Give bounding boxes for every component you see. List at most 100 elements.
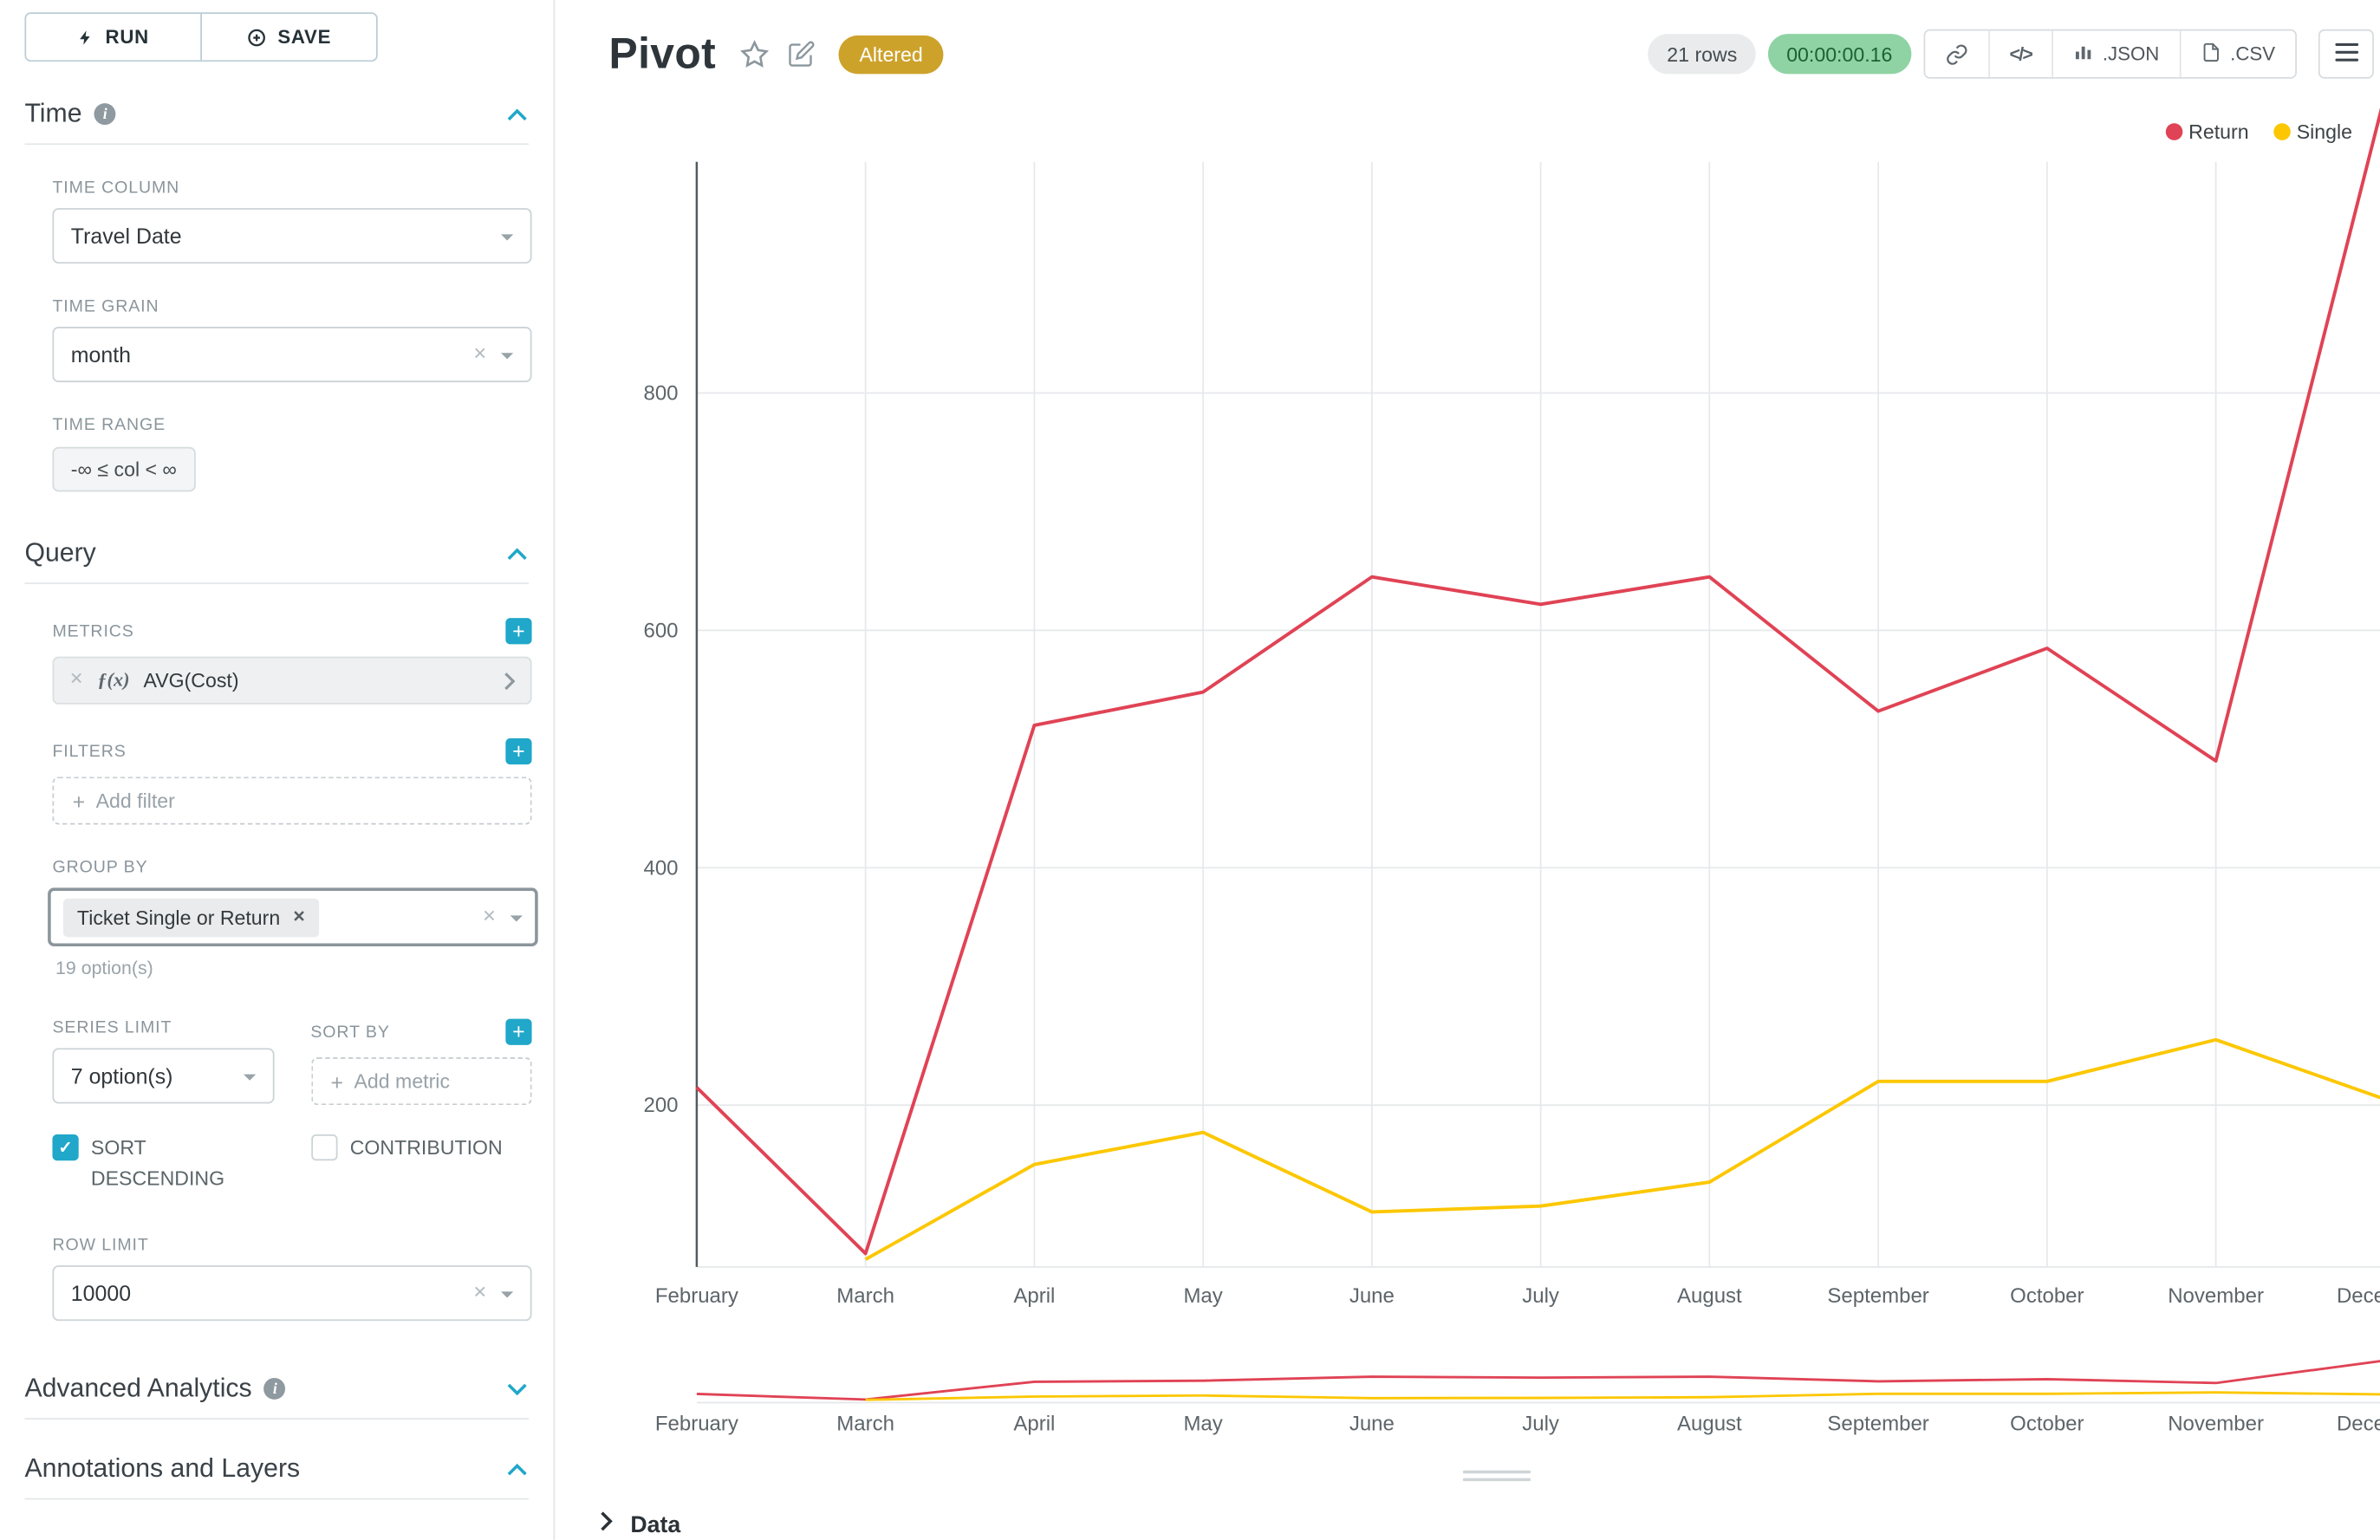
mini-x-tick-label: October (2010, 1412, 2084, 1435)
divider (24, 1418, 530, 1420)
share-link-button[interactable] (1924, 30, 1988, 77)
add-filter-dropzone[interactable]: + Add filter (52, 776, 532, 825)
legend-item-return[interactable]: Return (2165, 120, 2249, 144)
y-tick-label: 200 (643, 1094, 678, 1117)
menu-button[interactable] (2318, 29, 2374, 79)
query-timer-badge: 00:00:00.16 (1767, 34, 1911, 75)
options-hint: 19 option(s) (55, 957, 153, 979)
time-range-badge[interactable]: -∞ ≤ col < ∞ (52, 446, 196, 492)
add-filter-button[interactable]: + (505, 738, 532, 765)
mini-x-tick-label: September (1827, 1412, 1928, 1435)
mini-x-tick-label: February (655, 1412, 738, 1435)
brush-mini-chart[interactable]: February March April May June July August Septe… (556, 1344, 2380, 1439)
row-limit-select[interactable]: 10000 ✕ (52, 1265, 532, 1322)
mini-series-line-return (696, 1360, 2380, 1401)
advanced-analytics-header: Advanced Analytics i (24, 1374, 529, 1405)
mini-x-tick-label: May (1183, 1412, 1222, 1435)
row-limit-label: ROW LIMIT (52, 1236, 149, 1255)
legend-item-single[interactable]: Single (2273, 120, 2352, 144)
hamburger-icon (2334, 42, 2358, 66)
code-icon: </> (2009, 42, 2033, 65)
x-tick-label: May (1183, 1284, 1222, 1308)
export-csv-button[interactable]: .CSV (2179, 30, 2296, 77)
checkbox-checked-icon: ✓ (52, 1134, 79, 1161)
group-by-chip-label: Ticket Single or Return (76, 905, 281, 929)
x-tick-label: September (1827, 1284, 1928, 1308)
time-range-label: TIME RANGE (52, 416, 166, 435)
data-panel-toggle[interactable]: Data (600, 1511, 680, 1540)
time-section-header: Time i (24, 99, 529, 130)
series-line-single (864, 1037, 2380, 1261)
export-button-group: </> .JSON .CSV (1922, 29, 2297, 79)
series-limit-select[interactable]: 7 option(s) (52, 1048, 274, 1104)
clear-icon[interactable]: ✕ (472, 1283, 488, 1302)
time-grain-select[interactable]: month ✕ (52, 327, 532, 383)
altered-badge[interactable]: Altered (839, 35, 943, 74)
edit-icon[interactable] (789, 40, 816, 68)
chevron-right-icon[interactable] (504, 672, 516, 690)
embed-code-button[interactable]: </> (1987, 30, 2052, 77)
row-limit-value: 10000 (70, 1280, 132, 1306)
remove-metric-icon[interactable]: ✕ (69, 670, 84, 689)
chevron-up-icon[interactable] (505, 546, 529, 560)
x-tick-label: March (836, 1284, 894, 1308)
add-sort-metric-button[interactable]: + (505, 1018, 532, 1045)
metric-chip[interactable]: ✕ ƒ(x) AVG(Cost) (52, 656, 532, 705)
group-by-chip[interactable]: Ticket Single or Return ✕ (62, 897, 320, 937)
add-metric-button[interactable]: + (505, 618, 532, 645)
csv-button-label: .CSV (2230, 42, 2276, 65)
run-button-label: RUN (105, 26, 149, 49)
time-column-select[interactable]: Travel Date (52, 208, 532, 264)
run-button[interactable]: RUN (26, 14, 201, 61)
mini-series-line-single (865, 1391, 2380, 1401)
series-limit-value: 7 option(s) (70, 1063, 173, 1088)
chevron-down-icon[interactable] (505, 1381, 529, 1395)
remove-chip-icon[interactable]: ✕ (292, 908, 306, 926)
chevron-right-icon (600, 1511, 614, 1540)
page-title: Pivot (608, 29, 717, 77)
x-tick-label: August (1677, 1284, 1742, 1308)
info-icon[interactable]: i (94, 103, 116, 126)
mini-x-tick-label: July (1522, 1412, 1559, 1435)
control-panel: RUN SAVE Time i TIME COLUMN Travel Date (0, 0, 556, 1540)
plus-icon: + (330, 1069, 344, 1094)
time-grain-value: month (70, 341, 132, 367)
add-filter-placeholder: Add filter (95, 789, 175, 813)
clear-icon[interactable]: ✕ (482, 906, 497, 926)
sort-descending-label: SORT DESCENDING (90, 1135, 225, 1190)
legend-dot-icon (2273, 123, 2291, 140)
x-tick-label: October (2010, 1284, 2084, 1308)
favorite-star-icon[interactable] (739, 38, 771, 70)
chevron-up-icon[interactable] (505, 1462, 529, 1476)
chevron-up-icon[interactable] (505, 107, 529, 121)
metrics-label: METRICS (52, 621, 134, 640)
resize-handle[interactable] (1462, 1470, 1531, 1482)
mini-x-tick-label: March (836, 1412, 894, 1435)
legend-label: Single (2296, 120, 2352, 144)
fx-icon: ƒ(x) (97, 668, 130, 691)
sort-descending-checkbox[interactable]: ✓ SORT DESCENDING (52, 1133, 311, 1192)
x-tick-label: December (2337, 1284, 2380, 1308)
metric-name: AVG(Cost) (143, 668, 239, 692)
chevron-down-icon (501, 1290, 514, 1303)
mini-x-tick-label: June (1349, 1412, 1395, 1435)
time-grain-label: TIME GRAIN (52, 297, 159, 316)
annotations-section-title: Annotations and Layers (24, 1453, 301, 1483)
clear-icon[interactable]: ✕ (472, 344, 488, 363)
group-by-select[interactable]: Ticket Single or Return ✕ ✕ (48, 887, 538, 946)
chevron-down-icon (501, 233, 514, 245)
query-section-header: Query (24, 538, 529, 569)
run-save-button-group: RUN SAVE (24, 12, 378, 62)
contribution-checkbox[interactable]: CONTRIBUTION (311, 1133, 503, 1192)
info-icon[interactable]: i (263, 1377, 286, 1400)
save-button[interactable]: SAVE (200, 14, 376, 61)
mini-x-tick-label: December (2337, 1412, 2380, 1435)
bar-chart-icon (2073, 42, 2093, 66)
export-json-button[interactable]: .JSON (2052, 30, 2180, 77)
chevron-down-icon (510, 914, 523, 927)
plus-icon: + (72, 788, 86, 814)
add-sort-metric-dropzone[interactable]: + Add metric (310, 1057, 532, 1106)
divider (24, 582, 530, 585)
x-tick-label: February (655, 1284, 738, 1308)
legend-label: Return (2188, 120, 2249, 144)
